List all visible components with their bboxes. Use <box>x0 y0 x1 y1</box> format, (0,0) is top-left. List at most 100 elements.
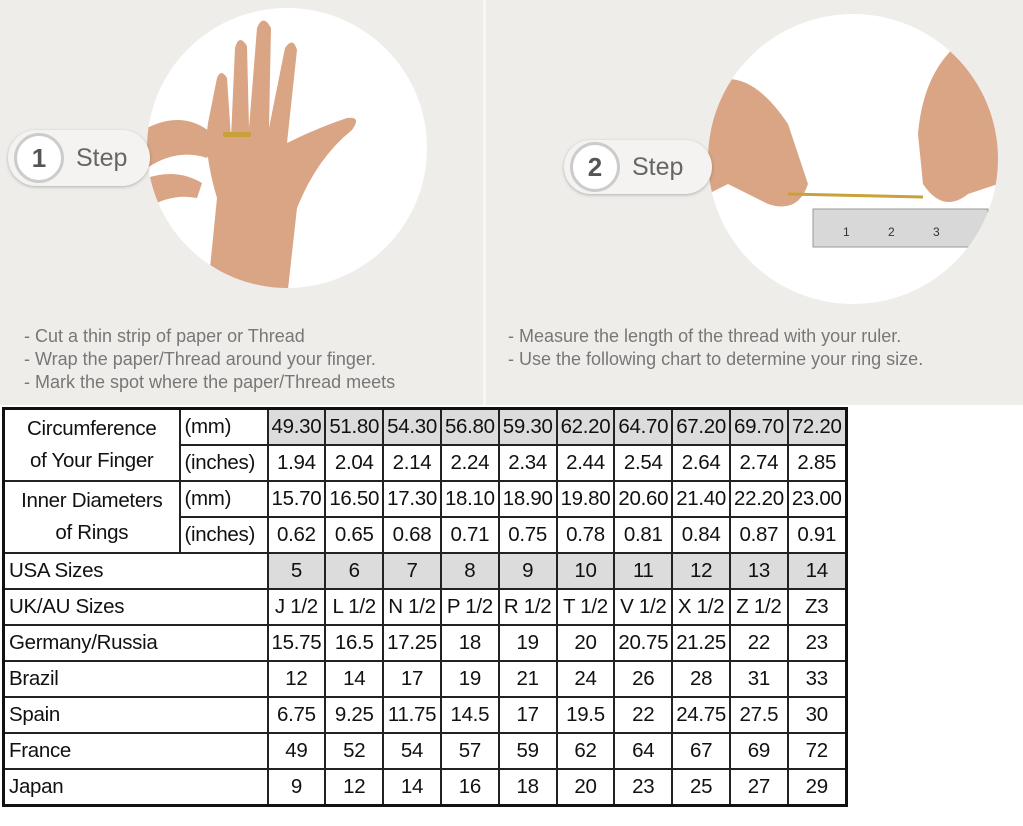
table-cell: 26 <box>613 660 674 698</box>
ruler-mark: 3 <box>933 225 940 239</box>
table-cell: 20 <box>555 624 616 662</box>
table-cell: 20.75 <box>613 624 674 662</box>
label-line: of Rings <box>55 521 129 544</box>
table-cell: 24 <box>555 660 616 698</box>
table-cell: R 1/2 <box>497 588 558 626</box>
table-cell: 16.5 <box>324 624 385 662</box>
table-cell: 14 <box>324 660 385 698</box>
table-row: Inner Diameters of Rings (mm) 15.70 16.50 17.… <box>2 480 848 554</box>
table-cell: 13 <box>729 552 789 590</box>
table-cell: 2.54 <box>613 444 674 482</box>
table-cell: 22.20 <box>729 480 789 518</box>
instruction-item: Use the following chart to determine you… <box>508 348 923 371</box>
table-cell: 51.80 <box>324 407 385 446</box>
table-cell: 8 <box>439 552 500 590</box>
table-cell: 0.81 <box>613 516 674 554</box>
table-cell: 12 <box>324 768 385 807</box>
table-cell: 6.75 <box>266 696 327 734</box>
unit-cell: (mm) <box>178 407 269 446</box>
table-cell: 23.00 <box>786 480 848 518</box>
table-row: (inches) 1.94 2.04 2.14 2.24 2.34 2.44 2.54 2.64… <box>4 444 848 482</box>
table-cell: 2.34 <box>497 444 558 482</box>
table-cell: 20.60 <box>613 480 674 518</box>
table-cell: 62 <box>555 732 616 770</box>
row-label: USA Sizes <box>2 552 269 590</box>
table-cell: 10 <box>555 552 616 590</box>
table-cell: 17 <box>382 660 442 698</box>
table-cell: 28 <box>671 660 731 698</box>
step-2-instructions: Measure the length of the thread with yo… <box>508 325 923 371</box>
table-cell: X 1/2 <box>671 588 731 626</box>
table-cell: 56.80 <box>439 407 500 446</box>
row-label: UK/AU Sizes <box>2 588 269 626</box>
row-label: Spain <box>2 696 269 734</box>
step-number: 2 <box>570 142 620 192</box>
table-cell: 62.20 <box>555 407 616 446</box>
table-cell: 67.20 <box>671 407 731 446</box>
table-cell: 11 <box>613 552 674 590</box>
table-cell: 14 <box>382 768 442 807</box>
row-label: Germany/Russia <box>2 624 269 662</box>
table-cell: 25 <box>671 768 731 807</box>
table-cell: 22 <box>613 696 674 734</box>
table-row: Japan 9 12 14 16 18 20 23 25 27 29 <box>2 768 848 807</box>
step-1-panel: 1 Step Cut a thin strip of paper or Thre… <box>0 0 483 405</box>
ruler-mark: 2 <box>888 225 895 239</box>
table-cell: 5 <box>266 552 327 590</box>
table-row: Brazil 12 14 17 19 21 24 26 28 31 33 <box>2 660 848 698</box>
step-2-badge: 2 Step <box>564 140 712 194</box>
table-row: (inches) 0.62 0.65 0.68 0.71 0.75 0.78 0.81 0.84… <box>4 516 848 554</box>
unit-cell: (inches) <box>178 516 269 554</box>
instruction-item: Mark the spot where the paper/Thread mee… <box>24 371 395 394</box>
row-label: France <box>2 732 269 770</box>
hand-icon <box>147 20 356 288</box>
step-1-instructions: Cut a thin strip of paper or Thread Wrap… <box>24 325 395 394</box>
table-cell: 31 <box>729 660 789 698</box>
table-row: France 49 52 54 57 59 62 64 67 69 72 <box>2 732 848 770</box>
table-cell: 0.68 <box>382 516 442 554</box>
table-cell: 33 <box>786 660 848 698</box>
table-cell: 21.40 <box>671 480 731 518</box>
step-label: Step <box>632 152 684 181</box>
table-row: USA Sizes 5 6 7 8 9 10 11 12 13 14 <box>2 552 848 590</box>
table-cell: 1.94 <box>266 444 327 482</box>
table-cell: 21.25 <box>671 624 731 662</box>
table-cell: 9 <box>266 768 327 807</box>
table-cell: 11.75 <box>382 696 442 734</box>
table-cell: 69 <box>729 732 789 770</box>
table-cell: J 1/2 <box>266 588 327 626</box>
ruler-mark: 1 <box>843 225 850 239</box>
table-cell: 72 <box>786 732 848 770</box>
table-cell: 18.90 <box>497 480 558 518</box>
table-row: UK/AU Sizes J 1/2 L 1/2 N 1/2 P 1/2 R 1/2 T 1/… <box>2 588 848 626</box>
table-cell: L 1/2 <box>324 588 385 626</box>
table-cell: 2.44 <box>555 444 616 482</box>
unit-cell: (inches) <box>178 444 269 482</box>
table-cell: 15.70 <box>266 480 327 518</box>
table-cell: 21 <box>497 660 558 698</box>
table-cell: 0.78 <box>555 516 616 554</box>
table-cell: 9.25 <box>324 696 385 734</box>
row-label: Japan <box>2 768 269 807</box>
table-cell: 0.71 <box>439 516 500 554</box>
table-cell: P 1/2 <box>439 588 500 626</box>
table-cell: 52 <box>324 732 385 770</box>
table-cell: 49.30 <box>266 407 327 446</box>
table-cell: 72.20 <box>786 407 848 446</box>
table-cell: 15.75 <box>266 624 327 662</box>
table-cell: 12 <box>671 552 731 590</box>
table-cell: 0.84 <box>671 516 731 554</box>
instruction-item: Cut a thin strip of paper or Thread <box>24 325 395 348</box>
table-cell: 29 <box>786 768 848 807</box>
table-row: Circumference of Your Finger (mm) 49.30 51.8… <box>2 407 848 482</box>
table-cell: V 1/2 <box>613 588 674 626</box>
table-cell: 16 <box>439 768 500 807</box>
hand-illustration <box>147 8 427 288</box>
table-cell: 19 <box>439 660 500 698</box>
table-cell: 0.87 <box>729 516 789 554</box>
table-cell: 54.30 <box>382 407 442 446</box>
table-cell: Z 1/2 <box>729 588 789 626</box>
table-cell: 18 <box>497 768 558 807</box>
label-line: Circumference <box>27 417 157 440</box>
table-cell: 2.74 <box>729 444 789 482</box>
